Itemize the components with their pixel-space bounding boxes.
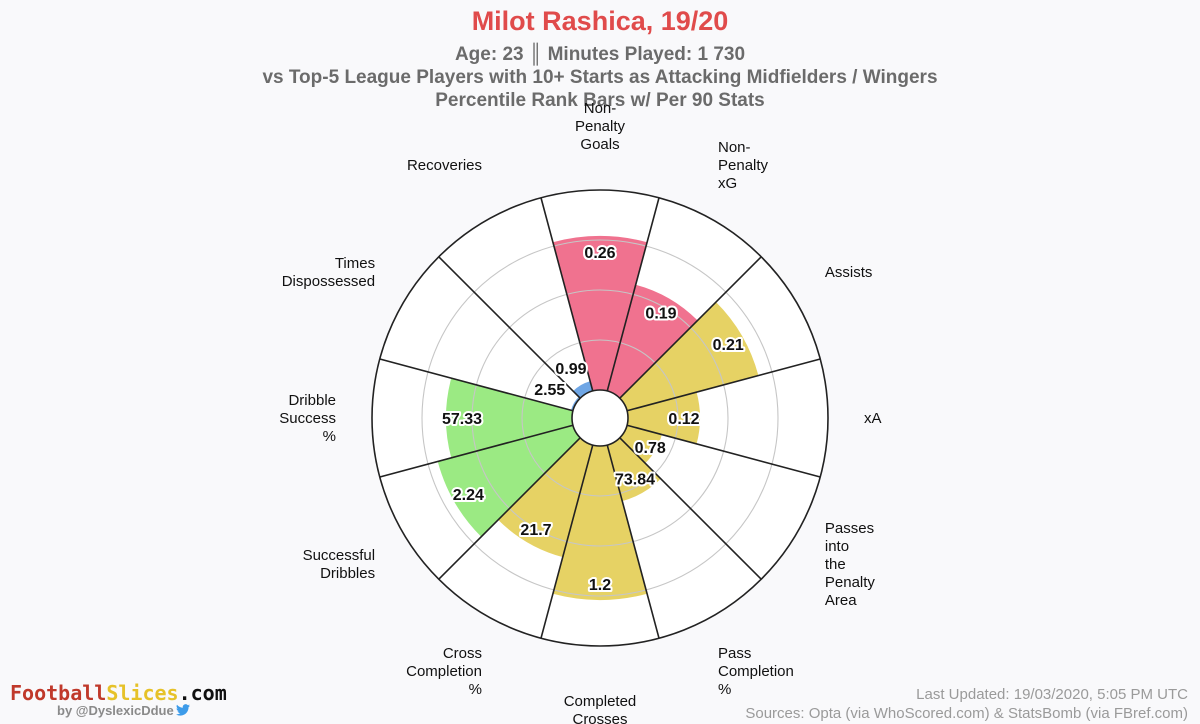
divider-2 <box>626 358 821 412</box>
brand-part-b: Slices <box>106 681 179 705</box>
value-label-4: 0.78 <box>635 440 666 457</box>
category-label-line: Penalty <box>718 157 769 174</box>
category-label-10: Times Dispossessed <box>282 255 375 290</box>
category-label-line: Pass <box>718 645 751 662</box>
chart-subtitle-method: Percentile Rank Bars w/ Per 90 Stats <box>435 90 765 111</box>
value-label-2: 0.21 <box>713 337 744 354</box>
category-label-line: Recoveries <box>407 157 482 174</box>
category-label-line: Success <box>279 410 336 427</box>
bar-3 <box>627 392 700 444</box>
divider-5 <box>606 444 660 639</box>
divider-7 <box>438 437 581 580</box>
category-label-line: Penalty <box>575 118 626 135</box>
bar-4 <box>619 425 662 464</box>
category-label-line: % <box>718 681 731 698</box>
category-label-4: Passes into the Penalty Area <box>825 520 876 609</box>
category-label-line: Goals <box>580 136 619 153</box>
divider-9 <box>379 358 574 412</box>
value-label-7: 21.7 <box>520 522 551 539</box>
value-label-3: 0.12 <box>668 411 699 428</box>
byline-text: by @DyslexicDdue <box>57 703 174 718</box>
category-label-line: Passes <box>825 520 874 537</box>
category-label-line: Completion <box>718 663 794 680</box>
bar-1 <box>607 284 698 399</box>
divider-4 <box>619 437 762 580</box>
bar-6 <box>552 445 648 600</box>
category-label-8: Successful Dribbles <box>303 547 376 582</box>
category-label-line: Dribble <box>288 392 336 409</box>
divider-11 <box>540 197 594 392</box>
category-label-line: Completed <box>564 693 637 710</box>
brand-part-a: Football <box>10 681 107 705</box>
category-label-line: % <box>469 681 482 698</box>
bar-8 <box>437 425 581 537</box>
divider-3 <box>626 424 821 478</box>
value-label-10: 2.55 <box>534 382 565 399</box>
ring-0 <box>521 339 679 497</box>
divider-10 <box>438 256 581 399</box>
value-label-11: 0.99 <box>555 361 586 378</box>
last-updated: Last Updated: 19/03/2020, 5:05 PM UTC <box>916 686 1188 703</box>
twitter-icon <box>175 704 190 716</box>
category-label-2: Assists <box>825 264 873 281</box>
category-label-11: Recoveries <box>407 157 482 174</box>
category-label-6: Completed Crosses <box>564 693 637 724</box>
value-label-1: 0.19 <box>645 305 676 322</box>
value-label-8: 2.24 <box>453 487 484 504</box>
category-label-5: Pass Completion% <box>718 645 794 698</box>
value-label-6: 1.2 <box>589 577 611 594</box>
category-label-line: Times <box>335 255 375 272</box>
category-label-line: into <box>825 538 849 555</box>
category-label-line: Non- <box>584 100 617 117</box>
value-label-9: 57.33 <box>442 411 482 428</box>
category-label-line: Area <box>825 592 857 609</box>
chart-subtitle-age: Age: 23 ║ Minutes Played: 1 730 <box>454 44 746 65</box>
chart-title: Milot Rashica, 19/20 <box>471 6 729 36</box>
category-label-line: Dribbles <box>320 565 375 582</box>
category-label-line: Assists <box>825 264 873 281</box>
bar-9 <box>446 378 573 458</box>
category-label-7: Cross Completion% <box>406 645 482 698</box>
category-label-line: xG <box>718 175 737 192</box>
category-label-line: Cross <box>443 645 482 662</box>
ring-2 <box>421 239 779 597</box>
value-label-5: 73.84 <box>615 472 655 489</box>
byline: by @DyslexicDdue <box>57 703 190 718</box>
center-hole <box>571 389 629 447</box>
category-label-line: Crosses <box>572 711 627 724</box>
bar-7 <box>498 437 593 558</box>
category-label-line: xA <box>864 410 882 427</box>
category-label-line: the <box>825 556 846 573</box>
bar-11 <box>573 381 593 399</box>
divider-1 <box>619 256 762 399</box>
category-label-9: Dribble Success% <box>279 392 336 445</box>
divider-8 <box>379 424 574 478</box>
divider-6 <box>540 444 594 639</box>
category-label-line: Dispossessed <box>282 273 375 290</box>
category-label-line: Non- <box>718 139 751 156</box>
bar-5 <box>607 437 661 502</box>
category-label-1: Non-Penalty xG <box>718 139 769 192</box>
category-label-3: xA <box>864 410 882 427</box>
category-label-0: Non-Penalty Goals <box>575 100 626 153</box>
sources: Sources: Opta (via WhoScored.com) & Stat… <box>745 705 1188 722</box>
ring-1 <box>471 289 729 547</box>
category-label-line: Penalty <box>825 574 876 591</box>
category-label-line: Successful <box>303 547 376 564</box>
brand-logo: FootballSlices.com <box>10 681 227 705</box>
category-label-line: Completion <box>406 663 482 680</box>
chart-subtitle-comparison: vs Top-5 League Players with 10+ Starts … <box>262 67 938 88</box>
brand-part-c: .com <box>178 681 227 705</box>
ring-3 <box>371 189 829 647</box>
divider-0 <box>606 197 660 392</box>
category-label-line: % <box>323 428 336 445</box>
bar-0 <box>552 235 648 391</box>
value-label-0: 0.26 <box>584 245 615 262</box>
